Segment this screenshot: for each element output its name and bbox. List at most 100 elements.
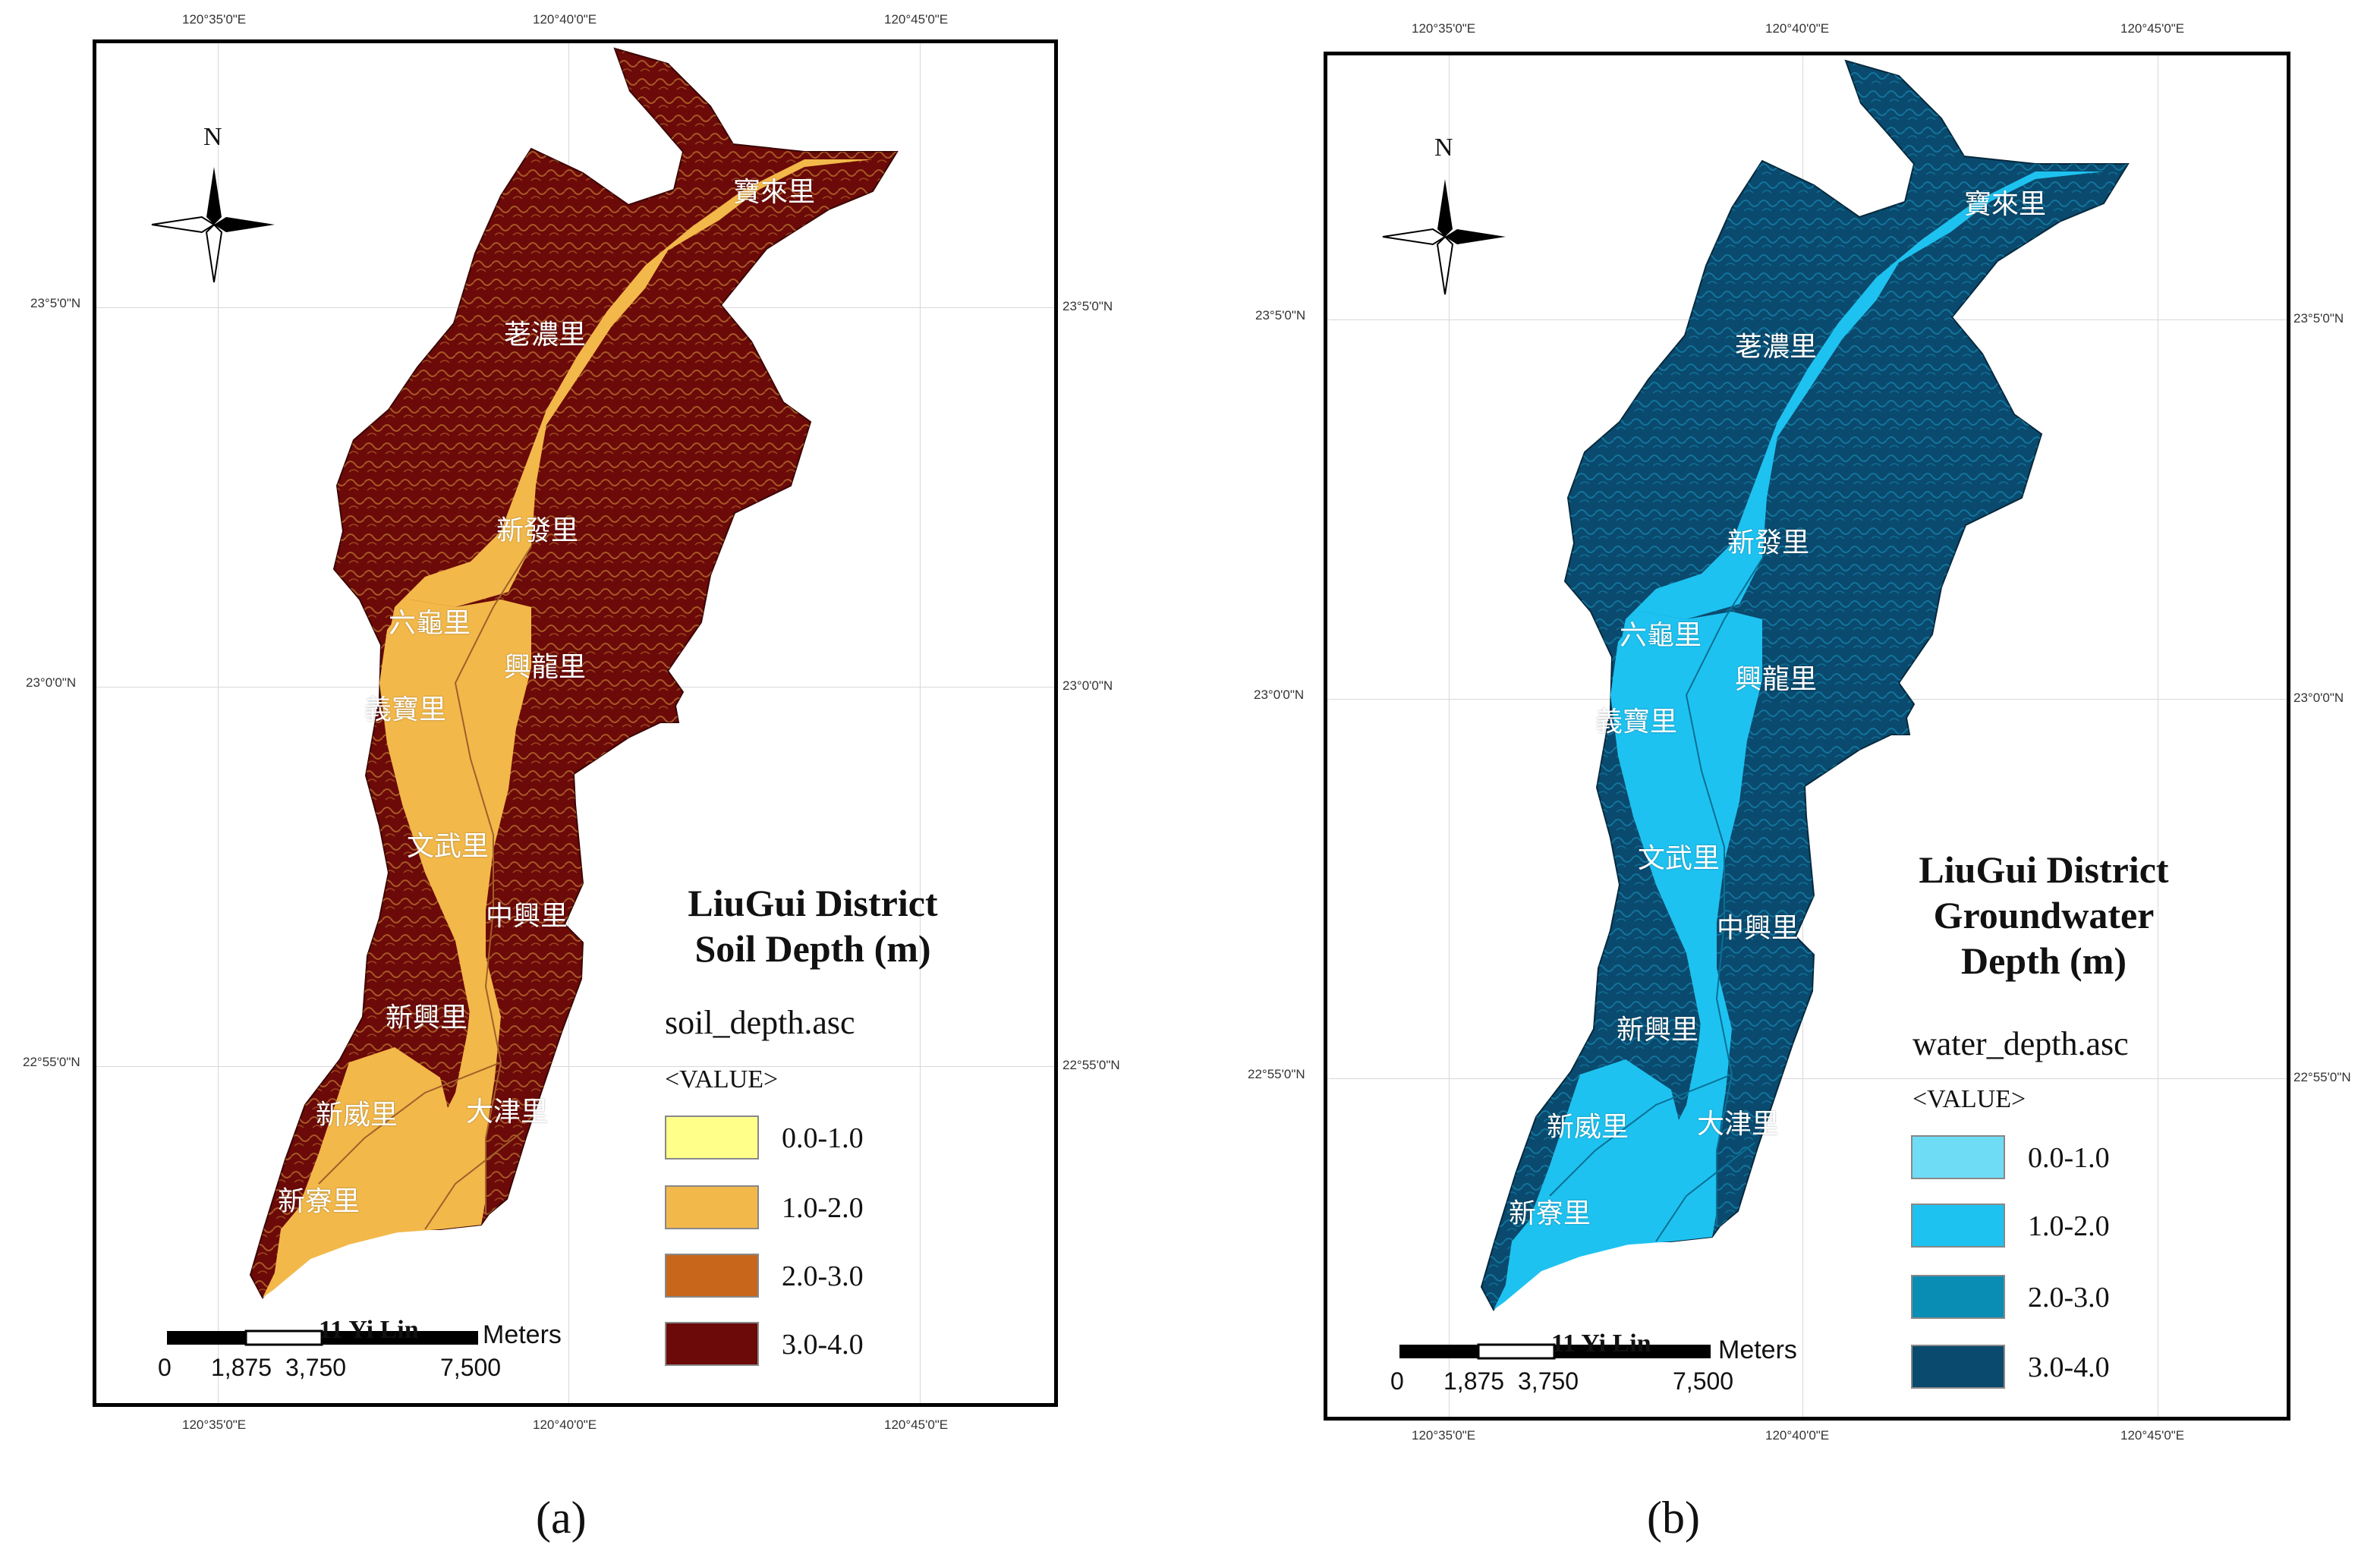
village-label: 新興里 [386, 1002, 468, 1033]
village-label: 寶來里 [1964, 189, 2047, 219]
scale-number: 7,500 [440, 1354, 502, 1381]
scale-number: 0 [158, 1354, 172, 1381]
village-label: 文武里 [407, 831, 490, 861]
scale-number: 1,875 [211, 1354, 272, 1381]
north-arrow-icon [151, 167, 275, 283]
district-map-a [249, 47, 899, 1299]
village-label: 新發里 [1727, 527, 1810, 558]
lon-tick-top-3: 120°45'0"E [2120, 21, 2185, 36]
village-label: 文武里 [1638, 843, 1720, 873]
grid-line [920, 43, 921, 1403]
legend-file-name: soil_depth.asc [665, 1004, 855, 1041]
legend-swatch [665, 1322, 759, 1366]
legend-swatch [1911, 1135, 2005, 1179]
legend-class-label: 0.0-1.0 [2028, 1142, 2110, 1174]
scale-unit: Meters [1718, 1336, 1797, 1364]
valley-strip [1519, 612, 1762, 1279]
lat-tick-right-2: 23°0'0"N [1062, 678, 1113, 693]
legend-class-label: 1.0-2.0 [782, 1192, 864, 1224]
river-valley [263, 159, 873, 1298]
village-label: 興龍里 [1735, 664, 1818, 694]
valley-strip [288, 599, 531, 1267]
lon-tick-top-1: 120°35'0"E [1412, 21, 1476, 36]
village-label: 義寶里 [364, 694, 447, 725]
lat-tick-left-1: 23°5'0"N [30, 296, 81, 310]
village-label: 荖濃里 [1735, 332, 1818, 362]
scale-number: 3,750 [1518, 1367, 1579, 1395]
scale-overlay-text: 11 Yi Lin [1551, 1329, 1651, 1358]
village-label: 荖濃里 [504, 319, 587, 350]
legend-title: LiuGui District Groundwater Depth (m) [1888, 847, 2199, 983]
lat-tick-right-3: 22°55'0"N [1062, 1058, 1120, 1072]
lon-tick-bottom-3: 120°45'0"E [884, 1418, 949, 1432]
legend-swatch [665, 1115, 759, 1160]
lon-tick-bottom-1: 120°35'0"E [182, 1418, 247, 1432]
legend-title-line: LiuGui District [1919, 848, 2169, 891]
lat-tick-left-1: 23°5'0"N [1255, 308, 1306, 323]
lat-tick-right-2: 23°0'0"N [2293, 691, 2344, 705]
village-label: 六龜里 [389, 608, 471, 638]
district-outline [250, 49, 897, 1298]
legend-class-label: 1.0-2.0 [2028, 1210, 2110, 1242]
legend-swatch [1911, 1204, 2005, 1248]
scale-bar [167, 1329, 478, 1346]
scale-number: 1,875 [1443, 1367, 1505, 1395]
north-arrow-icon [1382, 179, 1506, 295]
village-label: 新發里 [496, 515, 579, 546]
panel-caption: (a) [536, 1493, 587, 1543]
village-label: 新威里 [1547, 1112, 1629, 1142]
village-label: 新寮里 [278, 1186, 360, 1216]
lon-tick-top-2: 120°40'0"E [1765, 21, 1830, 36]
scale-bar [1399, 1343, 1711, 1360]
map-panel-b: 120°35'0"E 120°40'0"E 120°45'0"E 23°5'0"… [1190, 0, 2380, 1567]
lat-tick-left-2: 23°0'0"N [26, 675, 77, 690]
village-boundary [1685, 558, 1763, 1226]
scale-overlay-text: 11 Yi Lin [319, 1316, 419, 1344]
legend-title-line: Soil Depth (m) [694, 927, 931, 970]
village-boundary [454, 546, 532, 1214]
north-label: N [1434, 134, 1453, 162]
legend-class-label: 3.0-4.0 [2028, 1351, 2110, 1383]
legend-value-header: <VALUE> [1912, 1085, 2026, 1113]
north-label: N [203, 123, 222, 151]
valley-strip [273, 1153, 410, 1282]
legend-title-line: LiuGui District [688, 882, 938, 924]
village-label: 大津里 [1697, 1109, 1780, 1139]
river-valley [1494, 171, 2104, 1310]
legend-title: LiuGui District Soil Depth (m) [657, 880, 968, 971]
scale-number: 3,750 [285, 1354, 347, 1381]
legend-title-line: Depth (m) [1960, 939, 2127, 982]
village-boundary [424, 1130, 524, 1230]
map-panel-a: 120°35'0"E 120°40'0"E 120°45'0"E 23°5'0"… [23, 12, 1120, 1543]
lat-tick-right-1: 23°5'0"N [1062, 299, 1113, 313]
lat-tick-right-3: 22°55'0"N [2293, 1070, 2351, 1084]
legend-class-label: 0.0-1.0 [782, 1122, 864, 1154]
legend-class-label: 3.0-4.0 [782, 1329, 864, 1361]
legend-swatch [665, 1185, 759, 1229]
village-label: 義寶里 [1595, 706, 1678, 737]
lat-tick-left-3: 22°55'0"N [1248, 1067, 1305, 1081]
village-label: 中興里 [486, 901, 568, 931]
legend-file-name: water_depth.asc [1912, 1025, 2129, 1062]
legend-swatch [665, 1254, 759, 1298]
village-boundary [318, 1062, 502, 1185]
village-label: 新威里 [316, 1100, 398, 1130]
lon-tick-top-3: 120°45'0"E [884, 12, 949, 27]
lon-tick-bottom-3: 120°45'0"E [2120, 1428, 2185, 1443]
grid-line [1449, 55, 1450, 1417]
legend-swatch [1911, 1345, 2005, 1389]
legend-title-line: Groundwater [1933, 894, 2155, 936]
district-group [1480, 59, 2130, 1311]
legend-class-label: 2.0-3.0 [782, 1260, 864, 1292]
legend-value-header: <VALUE> [665, 1065, 779, 1093]
village-label: 大津里 [466, 1097, 549, 1127]
scale-number: 0 [1390, 1367, 1404, 1395]
district-map-b [1480, 59, 2130, 1311]
lon-tick-top-1: 120°35'0"E [182, 12, 247, 27]
lon-tick-top-2: 120°40'0"E [533, 12, 597, 27]
grid-line [96, 1066, 1054, 1067]
village-label: 寶來里 [733, 177, 816, 207]
village-boundary [1549, 1074, 1733, 1197]
scale-number: 7,500 [1673, 1367, 1734, 1395]
village-label: 中興里 [1717, 913, 1799, 943]
